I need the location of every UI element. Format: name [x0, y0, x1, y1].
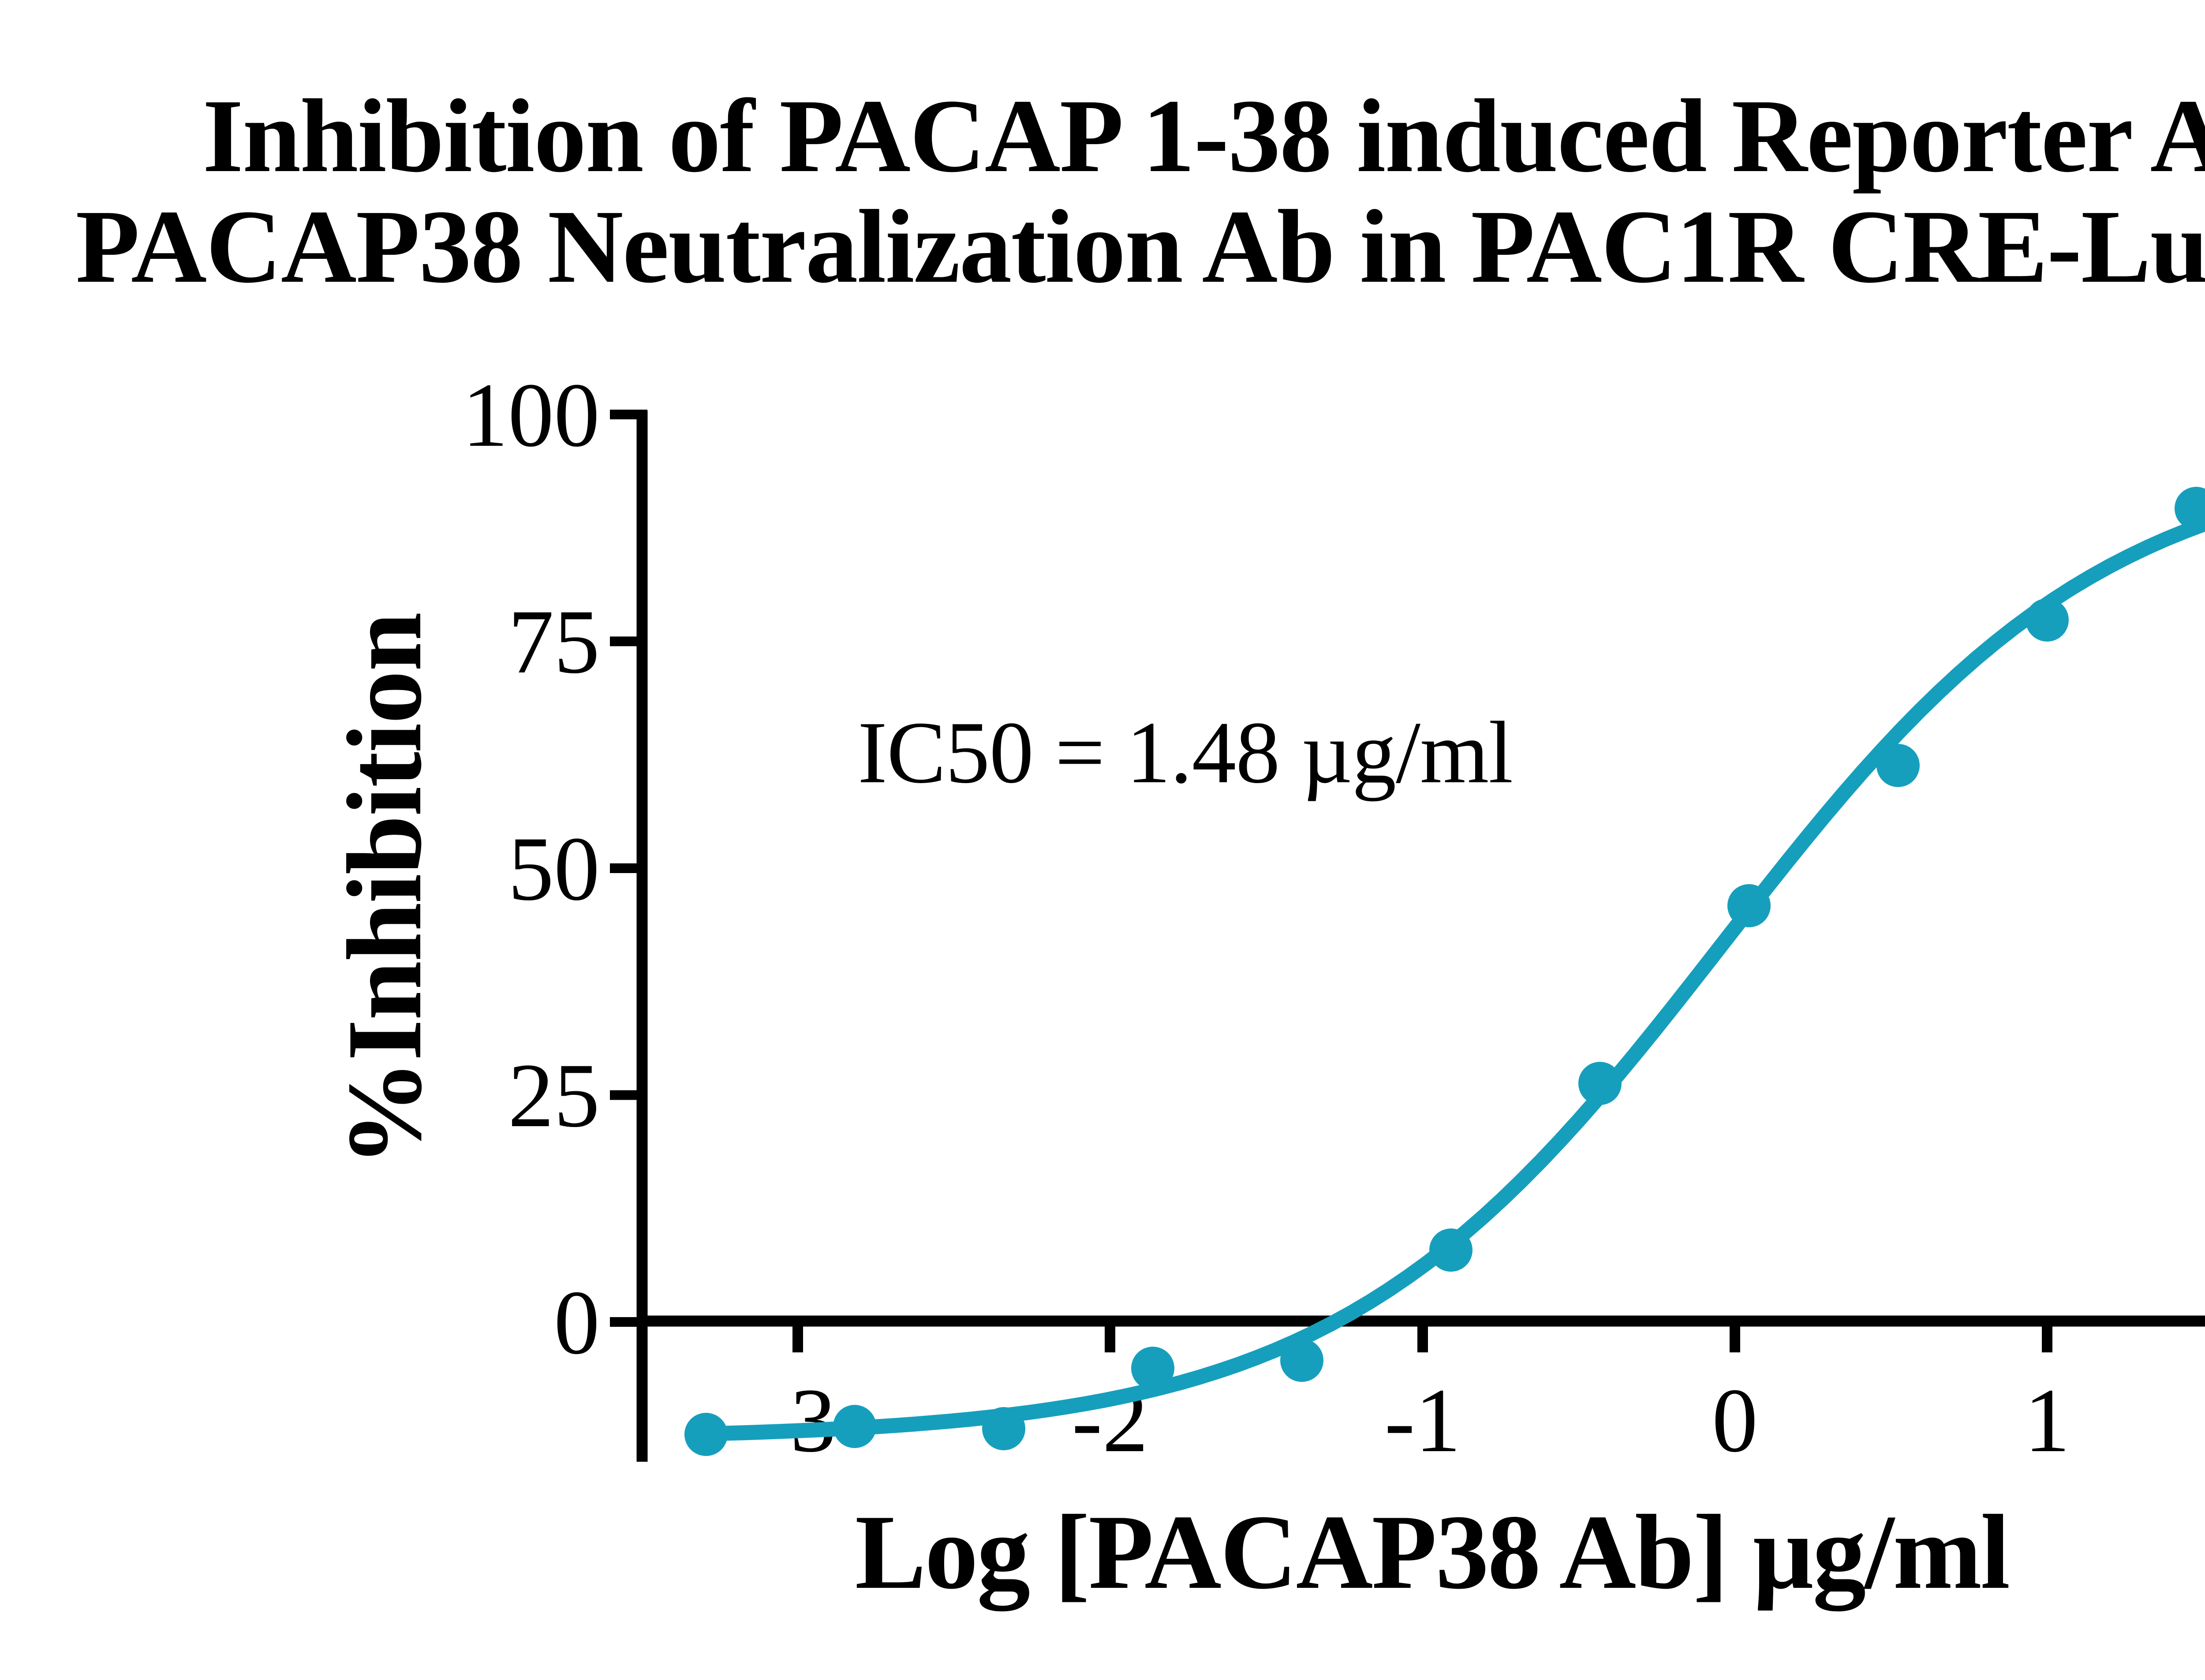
- svg-text:100: 100: [462, 364, 600, 466]
- svg-text:0: 0: [554, 1272, 600, 1373]
- svg-text:-3: -3: [759, 1370, 836, 1471]
- svg-text:50: 50: [508, 818, 600, 919]
- svg-text:0: 0: [1712, 1370, 1758, 1471]
- svg-text:IC50 = 1.48 µg/ml: IC50 = 1.48 µg/ml: [858, 704, 1513, 802]
- svg-text:Log [PACAP38 Ab] µg/ml: Log [PACAP38 Ab] µg/ml: [855, 1493, 2009, 1611]
- svg-text:75: 75: [508, 591, 600, 692]
- svg-text:-1: -1: [1384, 1370, 1461, 1471]
- svg-text:-2: -2: [1072, 1370, 1148, 1471]
- svg-text:Inhibition of PACAP 1-38 induc: Inhibition of PACAP 1-38 induced Reporte…: [202, 78, 2205, 194]
- svg-text:25: 25: [508, 1045, 600, 1146]
- svg-text:PACAP38 Neutralization Ab in P: PACAP38 Neutralization Ab in PAC1R CRE-L…: [75, 177, 2205, 305]
- svg-text:%Inhibition: %Inhibition: [325, 613, 444, 1167]
- svg-text:1: 1: [2024, 1370, 2070, 1471]
